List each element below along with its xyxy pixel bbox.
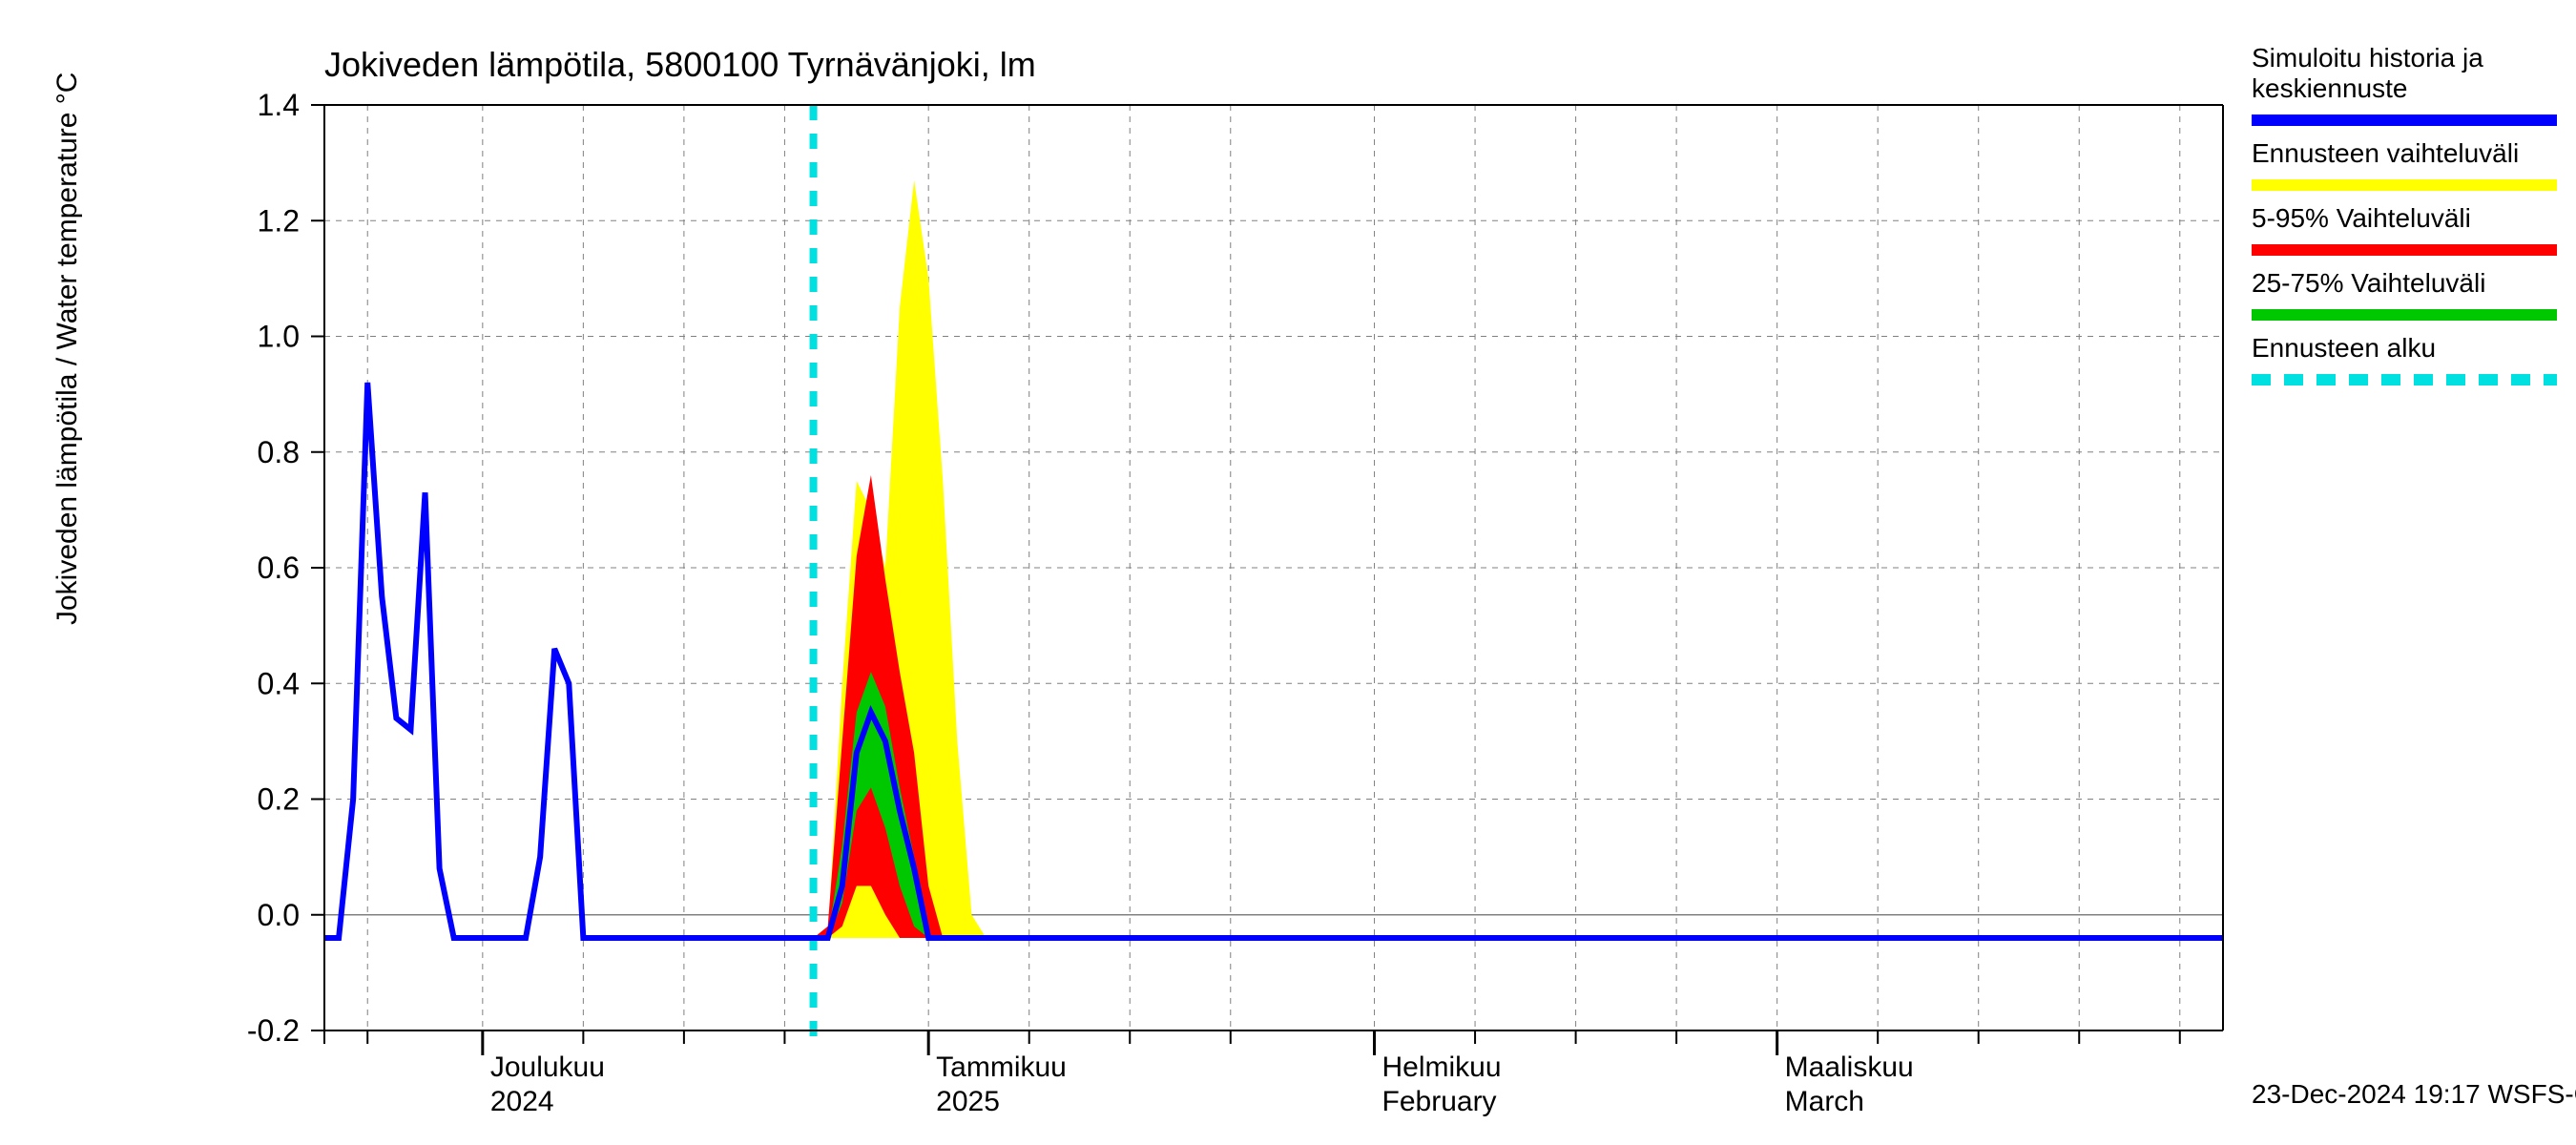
month-label: Maaliskuu xyxy=(1785,1051,1914,1083)
y-axis-label: Jokiveden lämpötila / Water temperature … xyxy=(52,73,83,625)
legend-label: 5-95% Vaihteluväli xyxy=(2252,203,2471,233)
y-tick-label: -0.2 xyxy=(247,1013,300,1048)
y-tick-label: 0.0 xyxy=(258,898,300,932)
y-tick-label: 0.8 xyxy=(258,435,300,469)
legend-label2: keskiennuste xyxy=(2252,73,2407,103)
month-label2: 2024 xyxy=(490,1086,554,1117)
legend-label: Simuloitu historia ja xyxy=(2252,43,2483,73)
y-tick-label: 1.4 xyxy=(258,88,300,122)
month-label2: 2025 xyxy=(936,1086,1000,1117)
chart-title: Jokiveden lämpötila, 5800100 Tyrnävänjok… xyxy=(324,45,1036,84)
legend-label: Ennusteen vaihteluväli xyxy=(2252,138,2519,168)
y-tick-label: 1.2 xyxy=(258,203,300,238)
y-tick-label: 0.4 xyxy=(258,666,300,700)
month-label2: February xyxy=(1382,1086,1497,1117)
month-label: Joulukuu xyxy=(490,1051,605,1083)
footer-timestamp: 23-Dec-2024 19:17 WSFS-O xyxy=(2252,1079,2576,1109)
y-tick-label: 1.0 xyxy=(258,320,300,354)
chart-svg: -0.2 0.0 0.2 0.4 0.6 0.8 1.0 1.2 1.4 Joulukuu2024… xyxy=(0,0,2576,1145)
legend-label: 25-75% Vaihteluväli xyxy=(2252,268,2485,298)
month-label2: March xyxy=(1785,1086,1864,1117)
month-label: Helmikuu xyxy=(1382,1051,1502,1083)
legend-label: Ennusteen alku xyxy=(2252,333,2436,363)
y-tick-label: 0.6 xyxy=(258,551,300,585)
month-label: Tammikuu xyxy=(936,1051,1067,1083)
y-tick-label: 0.2 xyxy=(258,782,300,817)
chart-container: -0.2 0.0 0.2 0.4 0.6 0.8 1.0 1.2 1.4 Joulukuu2024… xyxy=(0,0,2576,1145)
